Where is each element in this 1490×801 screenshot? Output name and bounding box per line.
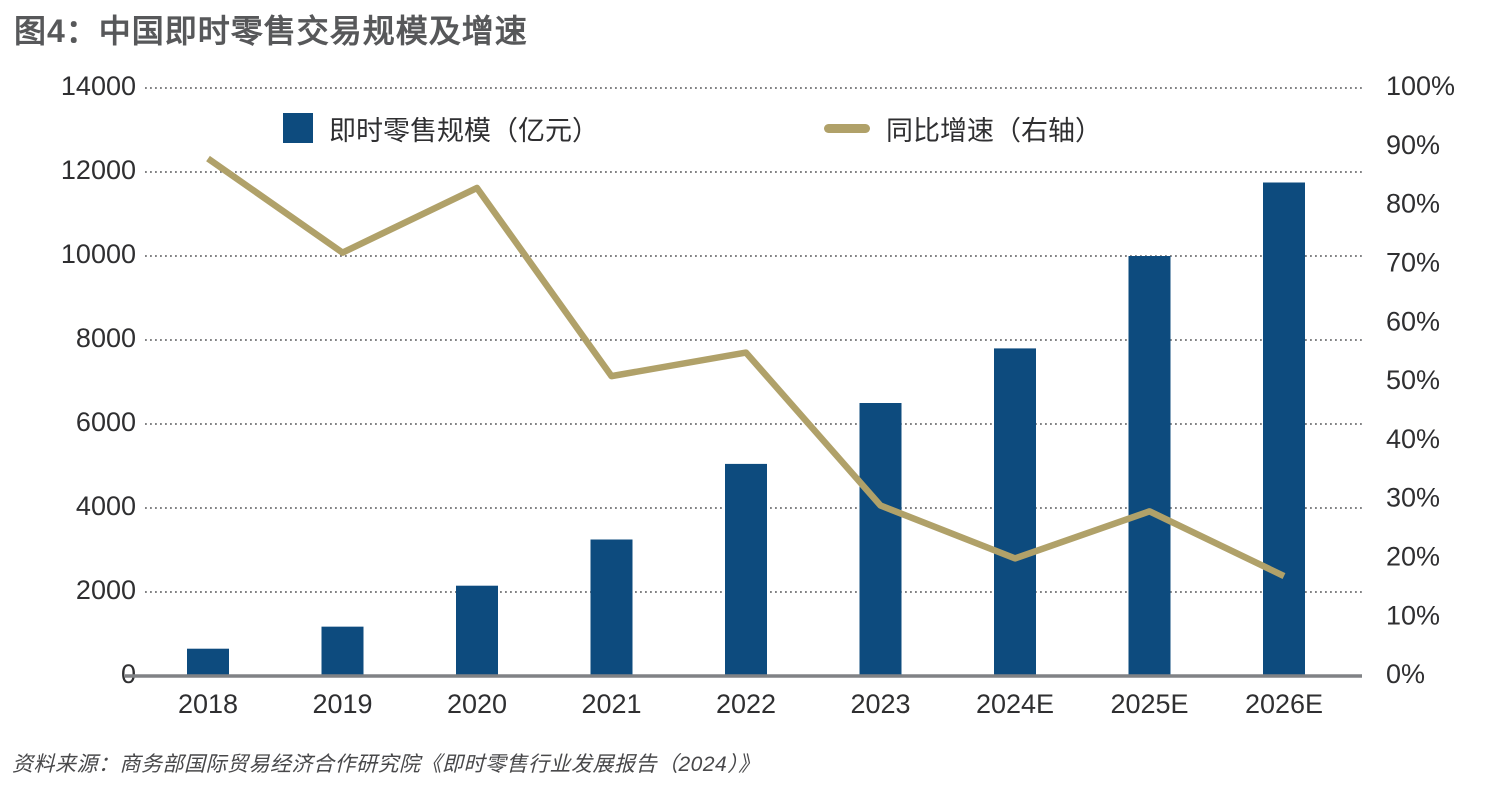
bar (859, 403, 902, 676)
right-axis-tick-label: 30% (1386, 483, 1440, 513)
left-axis-tick-label: 10000 (61, 239, 136, 269)
x-axis-category-label: 2022 (716, 689, 776, 719)
x-axis-category-label: 2019 (312, 689, 372, 719)
right-axis-tick-label: 0% (1386, 659, 1425, 689)
x-axis-category-label: 2021 (581, 689, 641, 719)
right-axis-tick-label: 80% (1386, 189, 1440, 219)
x-axis-category-label: 2025E (1110, 689, 1188, 719)
left-axis-tick-label: 14000 (61, 71, 136, 101)
right-axis-tick-label: 70% (1386, 248, 1440, 278)
x-axis-category-label: 2018 (178, 689, 238, 719)
growth-line (206, 155, 1286, 579)
right-axis-tick-label: 60% (1386, 306, 1440, 336)
x-axis-category-label: 2024E (976, 689, 1054, 719)
right-axis-tick-label: 50% (1386, 365, 1440, 395)
bar (1128, 256, 1171, 676)
left-axis-tick-label: 12000 (61, 155, 136, 185)
right-axis-tick-label: 100% (1386, 71, 1455, 101)
bar (1263, 182, 1305, 676)
left-axis-tick-label: 0 (121, 659, 136, 689)
left-axis-tick-label: 4000 (76, 491, 136, 521)
x-axis-category-label: 2020 (447, 689, 507, 719)
bar (994, 348, 1036, 676)
left-axis-tick-label: 2000 (76, 575, 136, 605)
right-axis-tick-label: 90% (1386, 130, 1440, 160)
bar (456, 585, 498, 676)
chart-title: 图4：中国即时零售交易规模及增速 (14, 13, 528, 49)
left-axis-tick-label: 8000 (76, 323, 136, 353)
left-axis-tick-label: 6000 (76, 407, 136, 437)
bar (590, 539, 633, 676)
x-axis-category-label: 2023 (850, 689, 910, 719)
right-axis-tick-label: 10% (1386, 600, 1440, 630)
bar (725, 463, 767, 676)
bar (321, 626, 364, 676)
source-note: 资料来源：商务部国际贸易经济合作研究院《即时零售行业发展报告（2024）》 (12, 753, 760, 776)
bar (187, 648, 229, 676)
x-axis-category-label: 2026E (1245, 689, 1323, 719)
right-axis-tick-label: 20% (1386, 542, 1440, 572)
right-axis-tick-label: 40% (1386, 424, 1440, 454)
